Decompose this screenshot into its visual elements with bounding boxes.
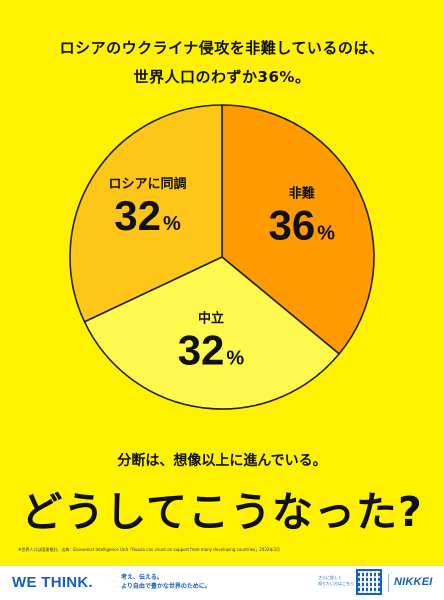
source-footnote: ※世界人口は国連推計。出典：Economist Intelligence Uni… bbox=[18, 547, 280, 552]
pie-slice-label-0: 非難 bbox=[289, 185, 315, 201]
tagline: 考え、伝える。 より自由で豊かな世界のために。 bbox=[121, 573, 211, 591]
pie-slice-value-2: 32% bbox=[114, 192, 181, 239]
tagline-line-1: 考え、伝える。 bbox=[121, 574, 163, 581]
footer-bar: WE THINK. 考え、伝える。 より自由で豊かな世界のために。 さらに詳しく… bbox=[0, 566, 444, 600]
tagline-line-2: より自由で豊かな世界のために。 bbox=[121, 583, 211, 590]
headline-line-2: 世界人口のわずか36%。 bbox=[133, 68, 311, 86]
poster-background: ロシアのウクライナ侵攻を非難しているのは、 世界人口のわずか36%。 非難 36%… bbox=[0, 0, 444, 566]
nikkei-logo: NIKKEI bbox=[394, 576, 433, 588]
pie-slice-label-2: ロシアに同調 bbox=[109, 176, 187, 192]
pie-slice-1 bbox=[83, 256, 340, 410]
we-think-logo: WE THINK. bbox=[12, 574, 94, 591]
pie-slice-value-0: 36% bbox=[269, 201, 336, 248]
big-question: どうしてこうなった? bbox=[21, 488, 423, 536]
pie-slice-value-1: 32% bbox=[178, 326, 245, 373]
pie-slice-2 bbox=[69, 104, 223, 323]
qr-caption-line-1: さらに詳しく bbox=[318, 575, 342, 580]
qr-code-icon[interactable] bbox=[356, 569, 382, 595]
footer-divider bbox=[388, 574, 389, 592]
qr-caption-line-2: 知りたい方はこちら bbox=[318, 581, 354, 586]
pie-slice-label-1: 中立 bbox=[198, 310, 224, 326]
headline-line-1: ロシアのウクライナ侵攻を非難しているのは、 bbox=[59, 39, 385, 57]
pie-slice-0 bbox=[221, 104, 375, 355]
qr-caption: さらに詳しく 知りたい方はこちら bbox=[318, 575, 354, 587]
subline: 分断は、想像以上に進んでいる。 bbox=[117, 453, 327, 469]
